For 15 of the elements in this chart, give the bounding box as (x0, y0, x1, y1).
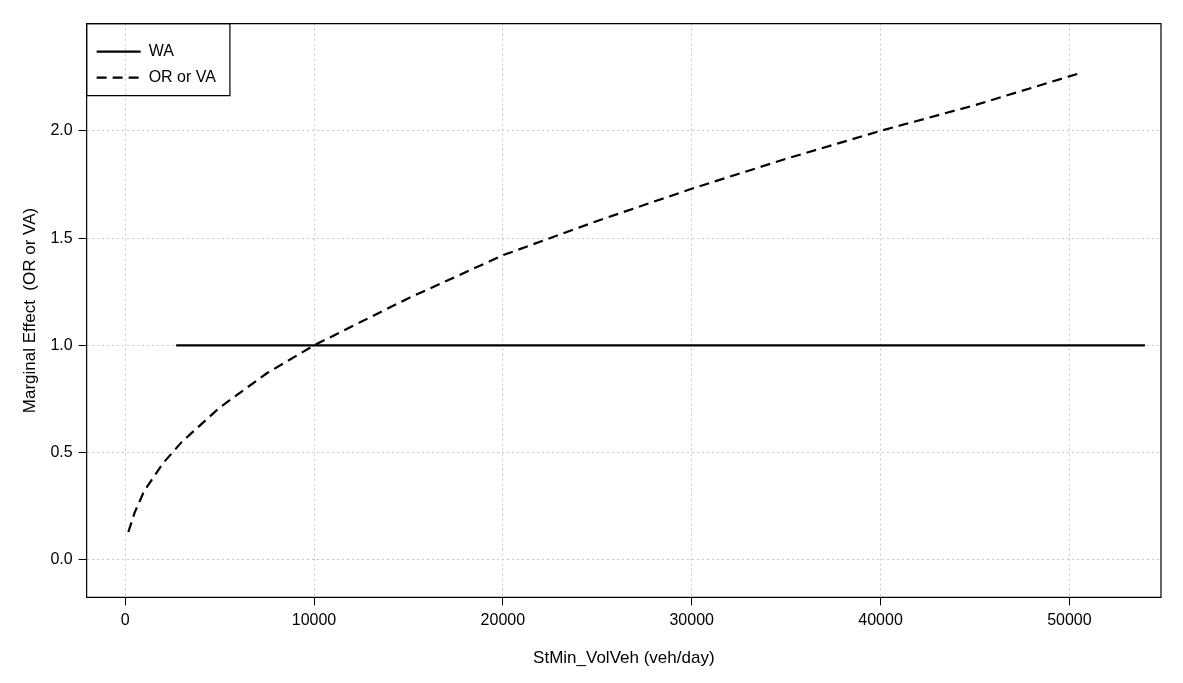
y-tick-label: 2.0 (50, 121, 73, 139)
x-tick-label: 40000 (858, 611, 903, 629)
y-tick-label: 1.0 (50, 335, 73, 353)
x-tick-label: 0 (120, 611, 130, 629)
x-tick-label: 50000 (1047, 611, 1092, 629)
x-tick-label: 30000 (669, 611, 715, 629)
legend-label: WA (148, 42, 175, 60)
legend-label: OR or VA (148, 68, 217, 86)
x-tick-label: 20000 (480, 611, 526, 629)
y-axis-title: Marginal Effect (OR or VA) (19, 207, 39, 414)
x-tick-label: 10000 (291, 611, 337, 629)
y-tick-label: 0.0 (50, 550, 73, 568)
x-axis-title: StMin_VolVeh (veh/day) (533, 648, 715, 668)
y-tick-label: 0.5 (50, 443, 73, 461)
y-tick-label: 1.5 (50, 228, 73, 246)
